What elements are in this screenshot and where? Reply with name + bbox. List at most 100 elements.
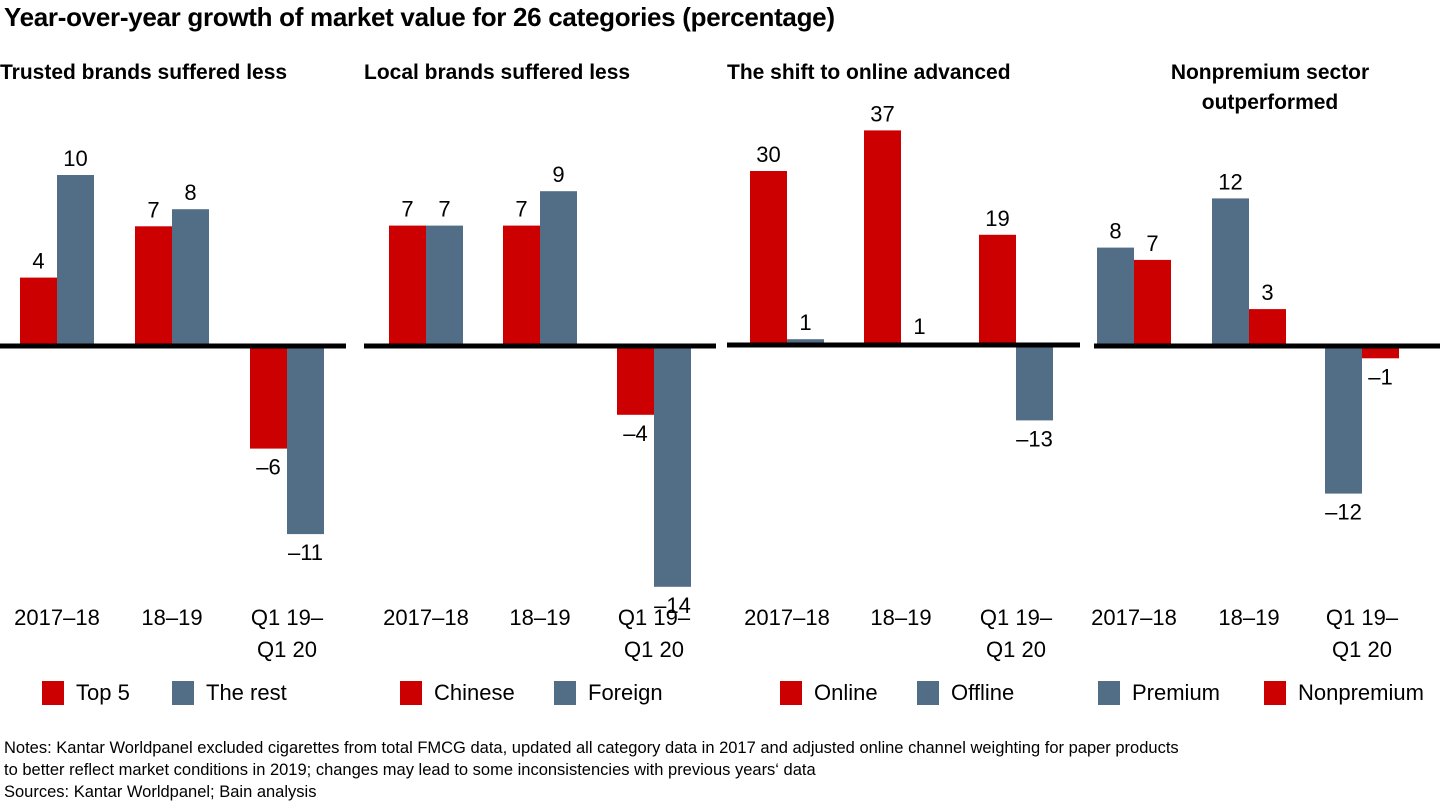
bar-plot: 4 7 –6 10 8 –11 [0,146,346,565]
panel-local-brands: Local brands suffered less 7 7 –4 7 9 –14 2017… [364,56,716,726]
data-label: 7 [438,197,450,222]
panel-online-shift: The shift to online advanced 30 37 19 1 1 –13… [727,56,1080,726]
data-label: 4 [32,249,44,274]
data-label: 30 [756,142,780,167]
bar-plot: 7 7–479–14 [364,162,716,618]
panel-title: Local brands suffered less [364,61,631,84]
data-label: –14 [654,593,691,618]
panel-title: Trusted brands suffered less [0,61,288,84]
data-label: 12 [1218,169,1242,194]
legend-label: Chinese [434,680,515,705]
bar-top-5-2 [250,346,287,449]
bar-plot: 30 37 19 1 1 –13 [727,101,1080,451]
bar-nonpremium-0 [1134,259,1171,346]
legend: Premium Nonpremium [1094,680,1440,710]
x-tick-label: 18–19 [1218,602,1279,634]
panel-nonpremium: Nonpremium sector outperformed 8 12 –12 7 3 –… [1091,56,1440,726]
x-tick-label-line: Q1 20 [624,637,684,662]
legend-swatch [780,681,802,705]
x-tick-label-line: 18–19 [1218,605,1280,630]
data-label: 9 [552,162,564,187]
x-tick-label: Q1 19– Q1 20 [618,602,690,666]
legend-swatch [554,681,576,705]
legend-label: Top 5 [76,680,130,705]
data-label: 7 [515,197,527,222]
data-label: 8 [1109,219,1121,244]
panel-title: The shift to online advanced [727,61,1011,84]
chart-title: Year-over-year growth of market value fo… [4,2,835,32]
legend-item: The rest [172,680,287,706]
panel-title-line-2: outperformed [1201,91,1339,114]
x-tick-label-line: 2017–18 [744,605,830,630]
x-tick-label-line: Q1 19– [979,605,1053,630]
data-label: 7 [401,197,413,222]
data-label: 8 [184,180,196,205]
data-label: –1 [1368,364,1392,389]
legend-item: Foreign [554,680,663,706]
data-label: 1 [913,314,925,339]
data-label: 3 [1261,280,1273,305]
legend-item: Chinese [400,680,515,706]
legend-label: Foreign [588,680,663,705]
data-label: 37 [870,101,894,126]
legend-item: Top 5 [42,680,130,706]
panel-title-line-1: Nonpremium sector [1170,61,1370,84]
x-tick-label: 18–19 [870,602,931,634]
data-label: 19 [985,206,1009,231]
data-label: –11 [288,540,323,565]
bar-online-1 [864,130,901,345]
x-tick-label: Q1 19– Q1 20 [980,602,1052,666]
x-tick-label: 18–19 [141,602,202,634]
x-tick-label-line: Q1 20 [986,637,1046,662]
notes-line-2: to better reflect market conditions in 2… [4,761,816,779]
bar-nonpremium-2 [1362,346,1399,359]
legend-item: Premium [1098,680,1220,706]
x-tick-label: 2017–18 [14,602,100,634]
bar-foreign-0 [426,225,463,346]
legend: Online Offline [727,680,1079,710]
bar-foreign-2 [654,346,691,587]
x-tick-label: 2017–18 [744,602,830,634]
x-tick-label-line: Q1 19– [250,605,324,630]
x-tick-label-line: 2017–18 [1091,605,1177,630]
data-label: 10 [63,146,87,171]
sources-line: Sources: Kantar Worldpanel; Bain analysi… [4,783,317,801]
x-tick-label-line: 18–19 [509,605,571,630]
legend-item: Online [780,680,878,706]
x-tick-label: 2017–18 [383,602,469,634]
x-tick-label-line: 2017–18 [14,605,100,630]
x-tick-label-line: Q1 20 [257,637,317,662]
x-tick-label: 18–19 [509,602,570,634]
bar-the-rest-1 [172,209,209,346]
bar-plot: 8 12 –12 7 3 –1 [1094,169,1440,525]
bar-online-2 [979,234,1016,345]
legend-swatch [917,681,939,705]
bar-offline-2 [1016,345,1053,421]
bar-the-rest-0 [57,175,94,346]
x-tick-label-line: 2017–18 [383,605,469,630]
legend-label: Premium [1132,680,1221,705]
data-label: 1 [799,310,811,335]
x-tick-label-line: 18–19 [141,605,203,630]
x-tick-label-line: Q1 19– [1325,605,1399,630]
bar-offline-0 [787,339,824,345]
bar-chinese-2 [617,346,654,415]
data-label: –6 [256,455,280,480]
x-tick-label: 2017–18 [1091,602,1177,634]
x-tick-label-line: 18–19 [870,605,932,630]
data-label: –12 [1325,500,1362,525]
x-tick-label-line: Q1 19– [617,605,691,630]
bar-the-rest-2 [287,346,324,535]
bar-chinese-0 [389,225,426,346]
legend-label: Nonpremium [1298,680,1424,705]
x-tick-label: Q1 19– Q1 20 [251,602,323,666]
legend-label: Online [814,680,878,705]
legend: Top 5 The rest [0,680,352,710]
bar-top-5-1 [135,226,172,346]
legend-swatch [1264,681,1286,705]
legend: Chinese Foreign [364,680,716,710]
panel-trusted-brands: Trusted brands suffered less 4 7 –6 10 8 –11 2… [0,56,352,726]
x-tick-label-line: Q1 20 [1332,637,1392,662]
bar-premium-2 [1325,346,1362,494]
bar-nonpremium-1 [1249,309,1286,346]
